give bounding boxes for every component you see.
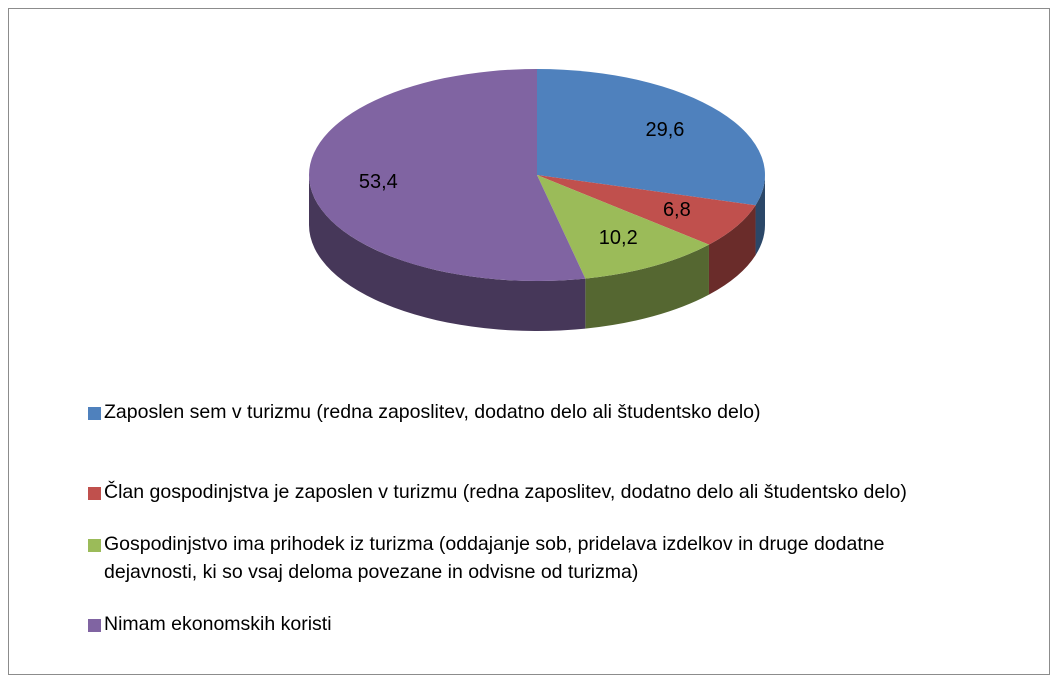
legend-label: Gospodinjstvo ima prihodek iz turizma (o…: [104, 533, 885, 583]
slice-side: [708, 205, 756, 295]
legend-swatch: [88, 619, 101, 632]
legend-entry: Član gospodinjstva je zaposlen v turizmu…: [88, 478, 968, 506]
legend-label: Nimam ekonomskih koristi: [104, 613, 332, 635]
legend-label: Zaposlen sem v turizmu (redna zaposlitev…: [104, 401, 761, 423]
slice: [537, 69, 765, 206]
slice: [537, 175, 709, 279]
data-label: 53,4: [359, 171, 398, 193]
legend-entry: Gospodinjstvo ima prihodek iz turizma (o…: [88, 530, 968, 586]
legend-swatch: [88, 539, 101, 552]
data-label: 6,8: [663, 199, 691, 221]
slice-side: [585, 244, 709, 329]
legend-swatch: [88, 407, 101, 420]
legend-entry: Zaposlen sem v turizmu (redna zaposlitev…: [88, 398, 968, 426]
slice: [309, 69, 586, 281]
slice-side: [309, 175, 586, 331]
data-label: 29,6: [645, 119, 684, 141]
chart-frame: [8, 8, 1050, 675]
legend-swatch: [88, 487, 101, 500]
legend: Zaposlen sem v turizmu (redna zaposlitev…: [88, 398, 968, 638]
legend-entry: Nimam ekonomskih koristi: [88, 610, 968, 638]
slice-side: [755, 175, 765, 256]
legend-label: Član gospodinjstva je zaposlen v turizmu…: [104, 481, 907, 503]
data-label: 10,2: [599, 227, 638, 249]
slice: [537, 175, 756, 245]
